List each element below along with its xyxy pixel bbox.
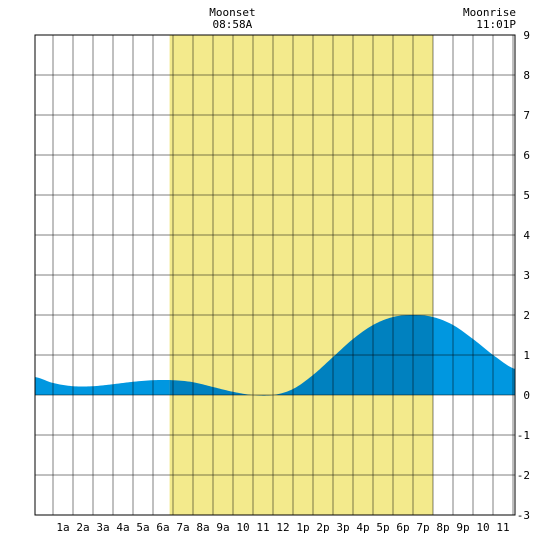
y-tick-label: 4 bbox=[523, 229, 530, 242]
tide-area-day bbox=[169, 315, 433, 396]
x-tick-label: 8p bbox=[436, 521, 449, 534]
y-tick-label: 0 bbox=[523, 389, 530, 402]
y-tick-label: 2 bbox=[523, 309, 530, 322]
x-tick-label: 10 bbox=[236, 521, 249, 534]
y-tick-label: 7 bbox=[523, 109, 530, 122]
y-tick-label: 9 bbox=[523, 29, 530, 42]
x-tick-label: 4p bbox=[356, 521, 369, 534]
x-tick-label: 4a bbox=[116, 521, 129, 534]
x-tick-label: 11 bbox=[496, 521, 509, 534]
x-tick-label: 12 bbox=[276, 521, 289, 534]
x-tick-label: 2a bbox=[76, 521, 89, 534]
x-tick-label: 5p bbox=[376, 521, 389, 534]
moonrise-time: 11:01P bbox=[476, 18, 516, 31]
x-tick-label: 1p bbox=[296, 521, 309, 534]
tide-area-night-late bbox=[433, 317, 515, 395]
y-tick-label: 8 bbox=[523, 69, 530, 82]
x-tick-label: 1a bbox=[56, 521, 69, 534]
moonrise-label: Moonrise bbox=[463, 6, 516, 19]
x-tick-label: 7a bbox=[176, 521, 189, 534]
x-tick-label: 7p bbox=[416, 521, 429, 534]
x-tick-label: 3a bbox=[96, 521, 109, 534]
x-tick-label: 9p bbox=[456, 521, 469, 534]
y-tick-label: 6 bbox=[523, 149, 530, 162]
moonset-label: Moonset bbox=[209, 6, 255, 19]
y-tick-label: -2 bbox=[517, 469, 530, 482]
x-tick-label: 2p bbox=[316, 521, 329, 534]
y-tick-label: -1 bbox=[517, 429, 530, 442]
x-tick-label: 11 bbox=[256, 521, 269, 534]
moonset-time: 08:58A bbox=[213, 18, 253, 31]
x-tick-label: 6a bbox=[156, 521, 169, 534]
x-tick-label: 5a bbox=[136, 521, 149, 534]
x-tick-label: 6p bbox=[396, 521, 409, 534]
tide-area-night-early bbox=[35, 377, 170, 395]
x-tick-label: 9a bbox=[216, 521, 229, 534]
y-tick-label: 5 bbox=[523, 189, 530, 202]
x-tick-label: 8a bbox=[196, 521, 209, 534]
y-tick-label: 3 bbox=[523, 269, 530, 282]
y-tick-label: 1 bbox=[523, 349, 530, 362]
x-tick-label: 10 bbox=[476, 521, 489, 534]
y-tick-label: -3 bbox=[517, 509, 530, 522]
plot-border bbox=[34, 34, 516, 516]
x-tick-label: 3p bbox=[336, 521, 349, 534]
